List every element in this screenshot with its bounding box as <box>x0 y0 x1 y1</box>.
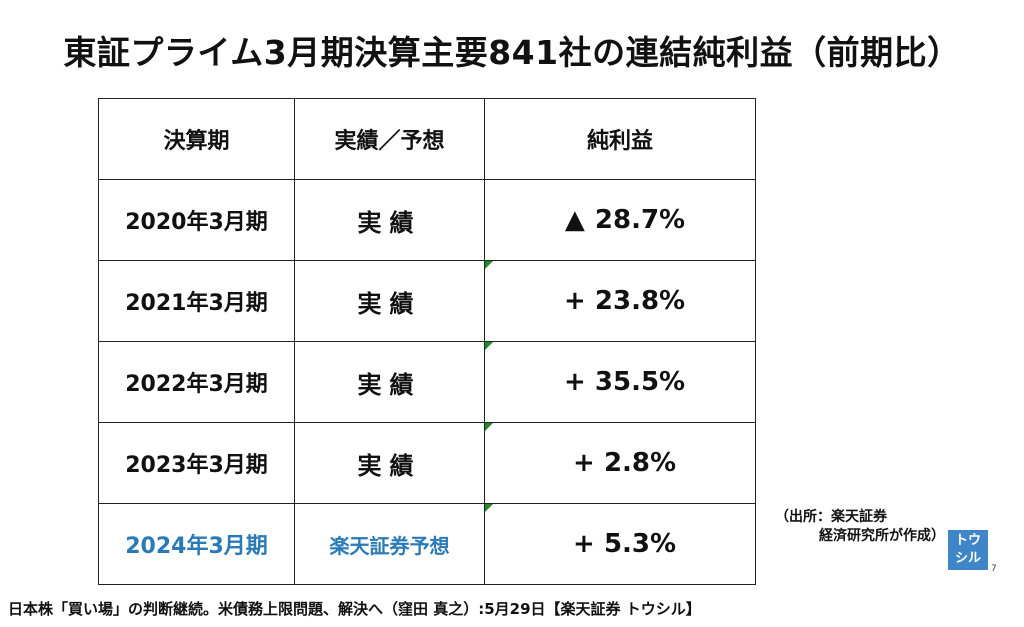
table-row: 2020年3月期 実績 ▲ 28.7% <box>98 179 756 261</box>
value-cell: +5.3% <box>484 503 756 585</box>
cell-corner-marker <box>485 423 493 431</box>
table-row: 2021年3月期 実績 +23.8% <box>98 260 756 342</box>
kind-cell: 実績 <box>294 422 485 504</box>
table-row: 2024年3月期 楽天証券予想 +5.3% <box>98 503 756 585</box>
value-number: 2.8% <box>603 448 677 478</box>
value-number: 5.3% <box>603 529 677 559</box>
kind-cell: 実績 <box>294 179 485 261</box>
value-number: 28.7% <box>594 205 686 235</box>
cell-corner-marker <box>485 504 493 512</box>
value-cell: +35.5% <box>484 341 756 423</box>
table-row: 2023年3月期 実績 +2.8% <box>98 422 756 504</box>
value-sign: + <box>573 529 595 559</box>
value-number: 35.5% <box>594 367 686 397</box>
period-cell: 2024年3月期 <box>98 503 295 585</box>
table-row: 2022年3月期 実績 +35.5% <box>98 341 756 423</box>
kind-cell: 実績 <box>294 341 485 423</box>
header-period: 決算期 <box>98 98 295 180</box>
toushiru-logo: トウ シル <box>948 530 988 570</box>
value-sign: ▲ <box>564 205 585 235</box>
slide-title: 東証プライム3月期決算主要841社の連結純利益（前期比） <box>63 33 961 72</box>
logo-text-line2: シル <box>954 551 981 566</box>
value-sign: + <box>563 367 586 397</box>
period-cell: 2023年3月期 <box>98 422 295 504</box>
period-cell: 2021年3月期 <box>98 260 295 342</box>
value-number: 23.8% <box>594 286 686 316</box>
logo-text-line1: トウ <box>954 533 981 548</box>
header-kind: 実績／予想 <box>294 98 485 180</box>
article-caption: 日本株「買い場」の判断継続。米債務上限問題、解決へ（窪田 真之）:5月29日【楽… <box>8 600 701 618</box>
kind-cell: 実績 <box>294 260 485 342</box>
value-cell: ▲ 28.7% <box>484 179 756 261</box>
cell-corner-marker <box>485 261 493 269</box>
earnings-table: 決算期 実績／予想 純利益 2020年3月期 実績 ▲ 28.7% 2021年3月… <box>98 98 756 585</box>
source-note-line1: （出所：楽天証券 <box>775 509 887 525</box>
source-note-line2: 経済研究所が作成） <box>819 528 945 544</box>
value-cell: +23.8% <box>484 260 756 342</box>
value-cell: +2.8% <box>484 422 756 504</box>
header-net-profit: 純利益 <box>484 98 756 180</box>
kind-cell: 楽天証券予想 <box>294 503 485 585</box>
source-note: （出所：楽天証券 経済研究所が作成） <box>775 508 945 546</box>
table-header-row: 決算期 実績／予想 純利益 <box>98 98 756 180</box>
cell-corner-marker <box>485 342 493 350</box>
period-cell: 2020年3月期 <box>98 179 295 261</box>
page-number: 7 <box>991 564 997 574</box>
period-cell: 2022年3月期 <box>98 341 295 423</box>
value-sign: + <box>563 286 586 316</box>
value-sign: + <box>573 448 595 478</box>
